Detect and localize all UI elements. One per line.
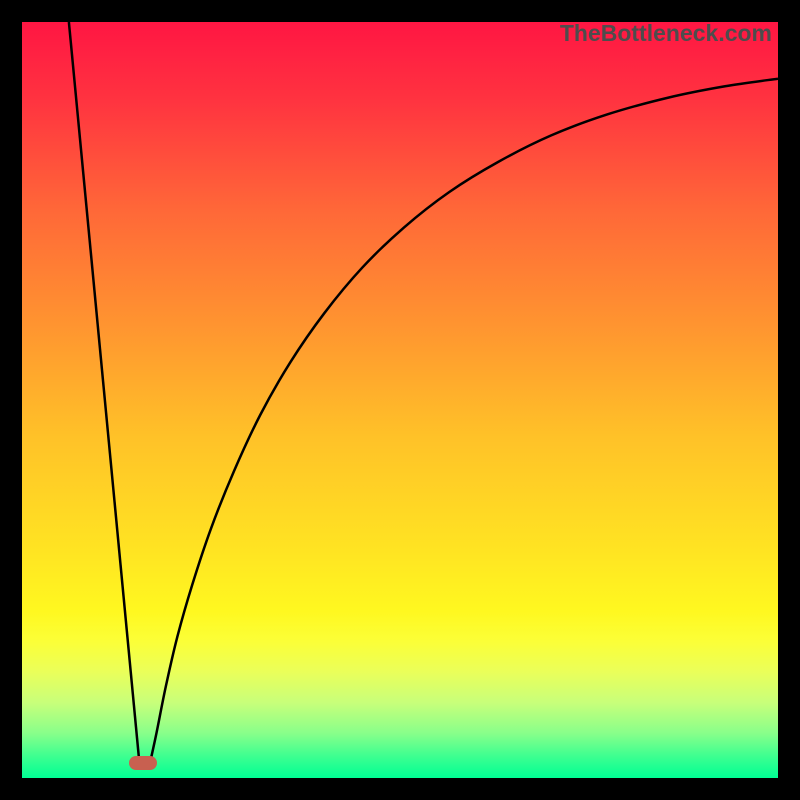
minimum-marker [129, 756, 156, 770]
left-curve [69, 22, 139, 761]
curve-layer [22, 22, 778, 778]
right-curve [151, 79, 778, 761]
chart-container: { "chart": { "type": "bottleneck-curve",… [0, 0, 800, 800]
plot-area: TheBottleneck.com [22, 22, 778, 778]
watermark-text: TheBottleneck.com [560, 20, 772, 47]
